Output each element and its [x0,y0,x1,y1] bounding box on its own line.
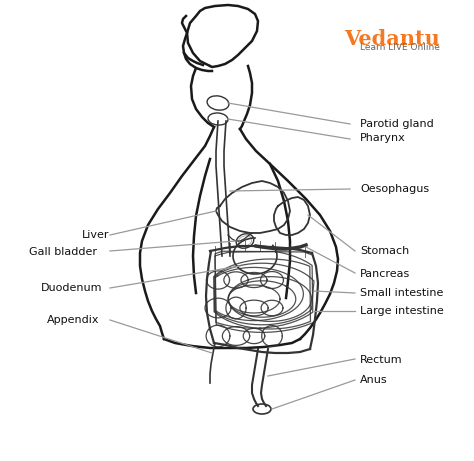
Text: Gall bladder: Gall bladder [29,247,97,257]
Text: Pancreas: Pancreas [360,269,410,279]
Text: Rectum: Rectum [360,355,403,365]
Text: Liver: Liver [82,230,109,240]
Text: Large intestine: Large intestine [360,306,444,316]
Text: Stomach: Stomach [360,246,410,256]
Text: Parotid gland: Parotid gland [360,119,434,130]
Text: Oesophagus: Oesophagus [360,184,429,194]
Text: Small intestine: Small intestine [360,288,444,298]
Text: Anus: Anus [360,375,388,385]
Text: Learn LIVE Online: Learn LIVE Online [360,43,440,52]
Text: Pharynx: Pharynx [360,133,406,143]
Text: Vedantu: Vedantu [344,29,440,49]
Text: Duodenum: Duodenum [40,283,102,293]
Text: Appendix: Appendix [47,315,100,325]
